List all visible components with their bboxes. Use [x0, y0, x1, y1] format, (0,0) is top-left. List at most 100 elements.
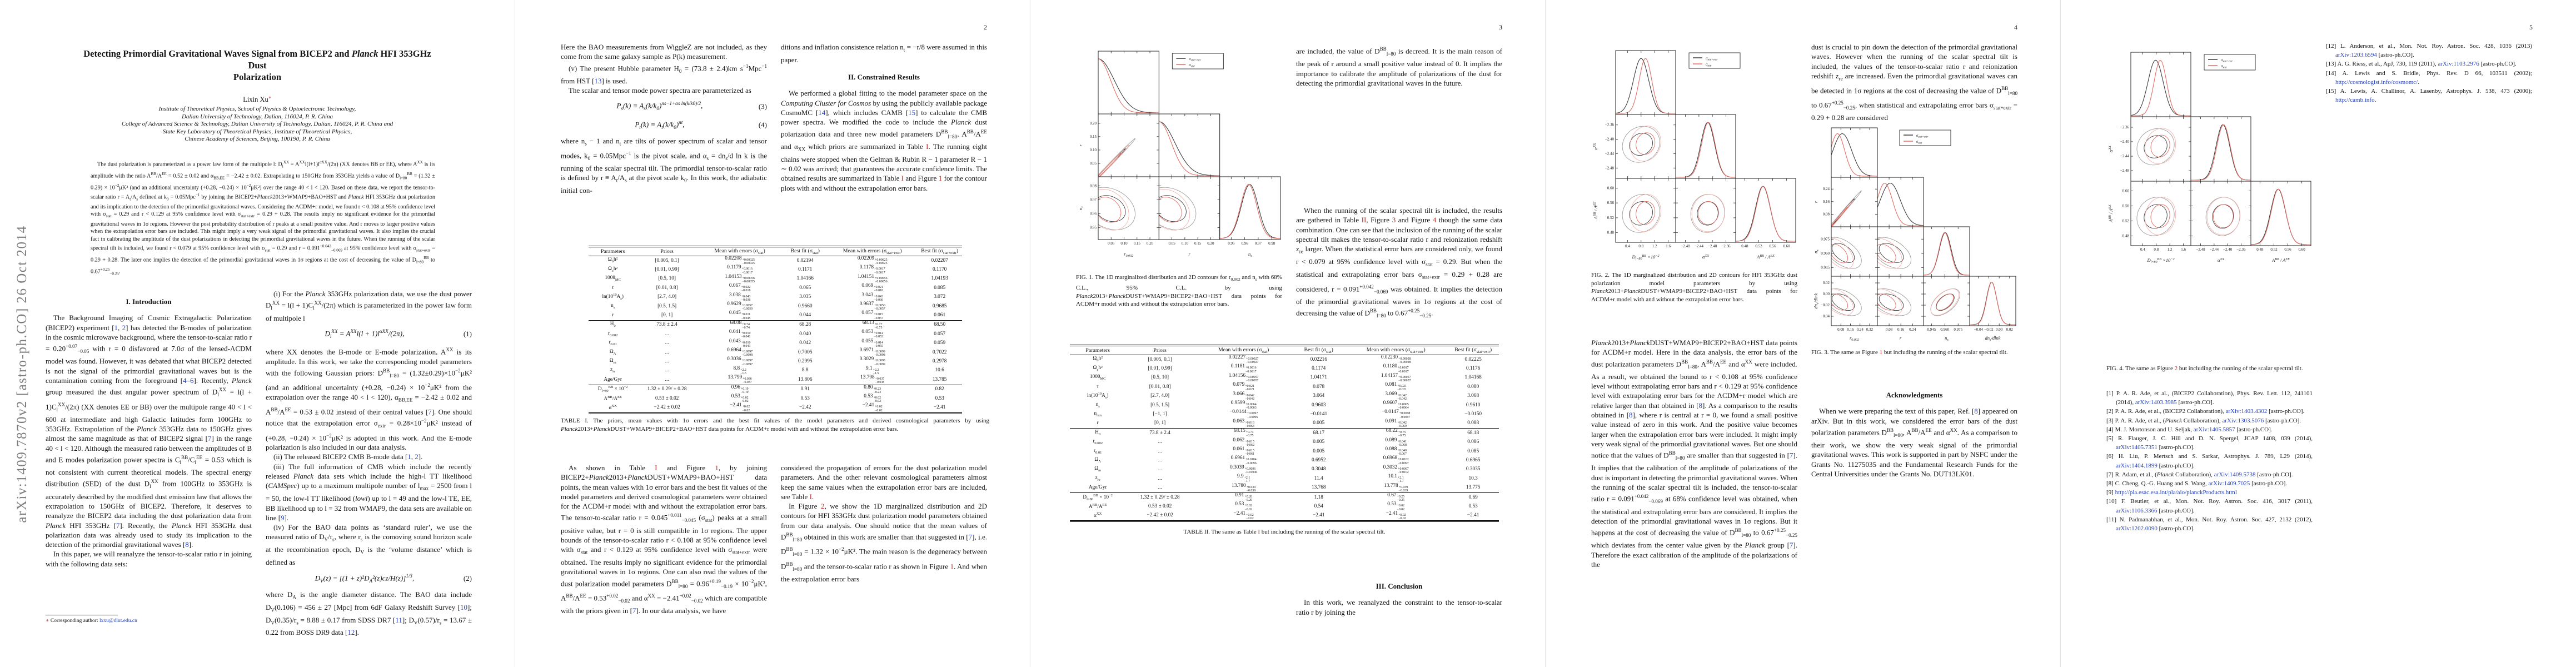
svg-text:0.8: 0.8 — [2154, 247, 2159, 252]
table-header: Best fit (σstat) — [783, 246, 828, 256]
reference-number: [10] — [2106, 498, 2117, 505]
link[interactable]: http://cosmologist.info/cosmomc/ — [2335, 78, 2418, 86]
table-1: Parameters Priors Mean with errors (σstat)… — [589, 246, 962, 414]
link[interactable]: arXiv:1409.5738 — [2214, 471, 2256, 478]
internal-ref[interactable]: II — [1361, 216, 1367, 225]
table-cell: −0.0144 +0.0097 −0.0096 — [1229, 409, 1258, 419]
link[interactable]: arXiv:1203.6594 — [2335, 52, 2377, 59]
table-cell: 0.005 — [1313, 420, 1325, 426]
svg-text:0.20: 0.20 — [1090, 121, 1097, 126]
table-cell: 68.28 — [783, 320, 828, 330]
table-cell: 0.9603 — [1311, 402, 1326, 408]
internal-ref[interactable]: 1 — [950, 561, 954, 570]
link[interactable]: 13 — [594, 76, 602, 85]
link[interactable]: 12 — [347, 628, 355, 637]
internal-ref[interactable]: 3 — [1392, 216, 1396, 225]
link[interactable]: 6 — [190, 376, 194, 385]
paragraph: As shown in Table I and Figure 1, by joi… — [561, 464, 768, 615]
internal-ref[interactable]: 4 — [1432, 216, 1437, 225]
internal-ref[interactable]: I — [1258, 529, 1260, 535]
internal-ref[interactable]: 1 — [1879, 349, 1883, 356]
table-cell: 13.799 +0.036 −0.037 — [728, 375, 752, 385]
svg-text:0.15: 0.15 — [1194, 241, 1202, 246]
page2-right-column: ditions and inflation consistence relati… — [781, 42, 987, 193]
internal-ref[interactable]: 1 — [938, 174, 943, 183]
svg-text:0.48: 0.48 — [2256, 247, 2264, 252]
link[interactable]: 1 — [407, 452, 411, 461]
table-cell: 0.067 +0.022 −0.018 — [729, 283, 751, 293]
figure-4-caption: FIG. 4. The same as Figure 2 but includi… — [2106, 365, 2303, 372]
internal-ref[interactable]: ∗ — [46, 618, 49, 624]
figure-1-caption: FIG. 1. The 1D marginalized distribution… — [1076, 274, 1282, 308]
table-cell: ... — [665, 367, 669, 374]
link[interactable]: 10 — [460, 603, 468, 611]
reference-number: [8] — [2106, 480, 2114, 487]
link[interactable]: 8 — [1698, 401, 1702, 410]
link[interactable]: arXiv:1403.3985 — [2135, 399, 2177, 406]
link[interactable]: 2 — [122, 323, 126, 332]
reference-number: [7] — [2106, 471, 2114, 478]
link[interactable]: 8 — [1974, 407, 1978, 416]
table-cell: 10.3 — [1468, 475, 1478, 481]
svg-text:r: r — [1078, 144, 1083, 146]
internal-ref[interactable]: 1 — [715, 464, 719, 472]
link[interactable]: 11 — [395, 615, 402, 624]
link[interactable]: 9 — [281, 513, 285, 522]
link[interactable]: 7 — [1789, 541, 1793, 550]
link[interactable]: http://camb.info — [2335, 97, 2375, 104]
link[interactable]: http://pla.esac.esa.int/pla/aio/planckPr… — [2115, 489, 2237, 496]
table-cell: 3.068 — [1467, 393, 1479, 399]
link[interactable]: 7 — [1789, 451, 1793, 460]
link[interactable]: 7 — [632, 606, 636, 615]
affiliation-line: Chinese Academy of Sciences, Beijing, 10… — [185, 136, 330, 142]
internal-ref[interactable]: 2 — [2174, 365, 2178, 372]
table-header: Mean with errors (σstat) — [696, 246, 783, 256]
link[interactable]: arXiv:1202.0090 — [2116, 525, 2158, 532]
internal-ref[interactable]: I — [655, 464, 657, 472]
link[interactable]: arXiv:1106.3366 — [2116, 507, 2158, 514]
link[interactable]: 15 — [908, 108, 916, 117]
table-row: Ωch² [0.01, 0.99] 0.1181 +0.0016 −0.0017 0.11… — [1070, 364, 1499, 374]
link[interactable]: arXiv:1404.1899 — [2116, 462, 2158, 469]
link[interactable]: 14 — [818, 108, 826, 117]
link[interactable]: arXiv:1405.5857 — [2193, 426, 2235, 433]
table-cell: ... — [665, 376, 669, 382]
link[interactable]: arXiv:1303.5076 — [2222, 417, 2264, 424]
link[interactable]: lxxu@dlut.edu.cn — [99, 618, 137, 624]
page2-bottom-left-column: As shown in Table I and Figure 1, by joi… — [561, 463, 767, 616]
table-cell: 0.078 — [1313, 384, 1325, 390]
paragraph: where DA is the angle diameter distance.… — [266, 590, 472, 637]
link[interactable]: 4 — [183, 376, 187, 385]
table-row: r [0, 1] 0.045 +0.011 −0.045 0.044 0.057 +0.015… — [589, 311, 962, 320]
link[interactable]: 7 — [428, 407, 432, 416]
link[interactable]: arXiv:1405.7351 — [2116, 444, 2158, 451]
link[interactable]: 7 — [116, 521, 120, 530]
internal-ref[interactable]: 2 — [820, 502, 825, 511]
internal-ref[interactable]: I — [809, 492, 812, 501]
internal-ref[interactable]: I — [901, 174, 904, 183]
paragraph: The Background Imaging of Cosmic Extraga… — [46, 313, 252, 549]
table-cell: 73.8 ± 2.4 — [1125, 428, 1194, 438]
svg-text:0.48: 0.48 — [1741, 244, 1748, 248]
link[interactable]: 7 — [207, 434, 212, 443]
svg-text:0.98: 0.98 — [1268, 241, 1275, 246]
internal-ref[interactable]: I — [926, 142, 929, 151]
link[interactable]: arXiv:1403.4302 — [2225, 408, 2268, 415]
svg-text:ABB / AEE: ABB / AEE — [2108, 205, 2114, 223]
link[interactable]: 8 — [185, 540, 189, 549]
link[interactable]: 1 — [114, 323, 118, 332]
table-cell: 13.780 +0.039 −0.039 — [1232, 482, 1256, 492]
reference-number: [9] — [2106, 489, 2114, 496]
reference-item: [13] A. G. Riess, et al., ApJ, 730, 119 … — [2326, 61, 2517, 68]
svg-text:1.6: 1.6 — [2181, 247, 2186, 252]
link[interactable]: 7 — [968, 532, 973, 541]
link[interactable]: 8 — [1629, 411, 1633, 419]
svg-text:0.975: 0.975 — [1954, 327, 1962, 332]
equation: DV(z) = [(1 + z)²DA²(z)cz/H(z)]1/3, (2) — [315, 573, 472, 584]
svg-text:0.4: 0.4 — [1625, 244, 1630, 248]
internal-ref[interactable]: ∗ — [268, 94, 272, 100]
link[interactable]: 2 — [415, 452, 418, 461]
table-cell: 10.1 +2.1 −1.7 — [1388, 474, 1404, 484]
link[interactable]: arXiv:1103.2976 — [2438, 61, 2479, 68]
link[interactable]: arXiv:1409.7025 — [2208, 480, 2250, 487]
